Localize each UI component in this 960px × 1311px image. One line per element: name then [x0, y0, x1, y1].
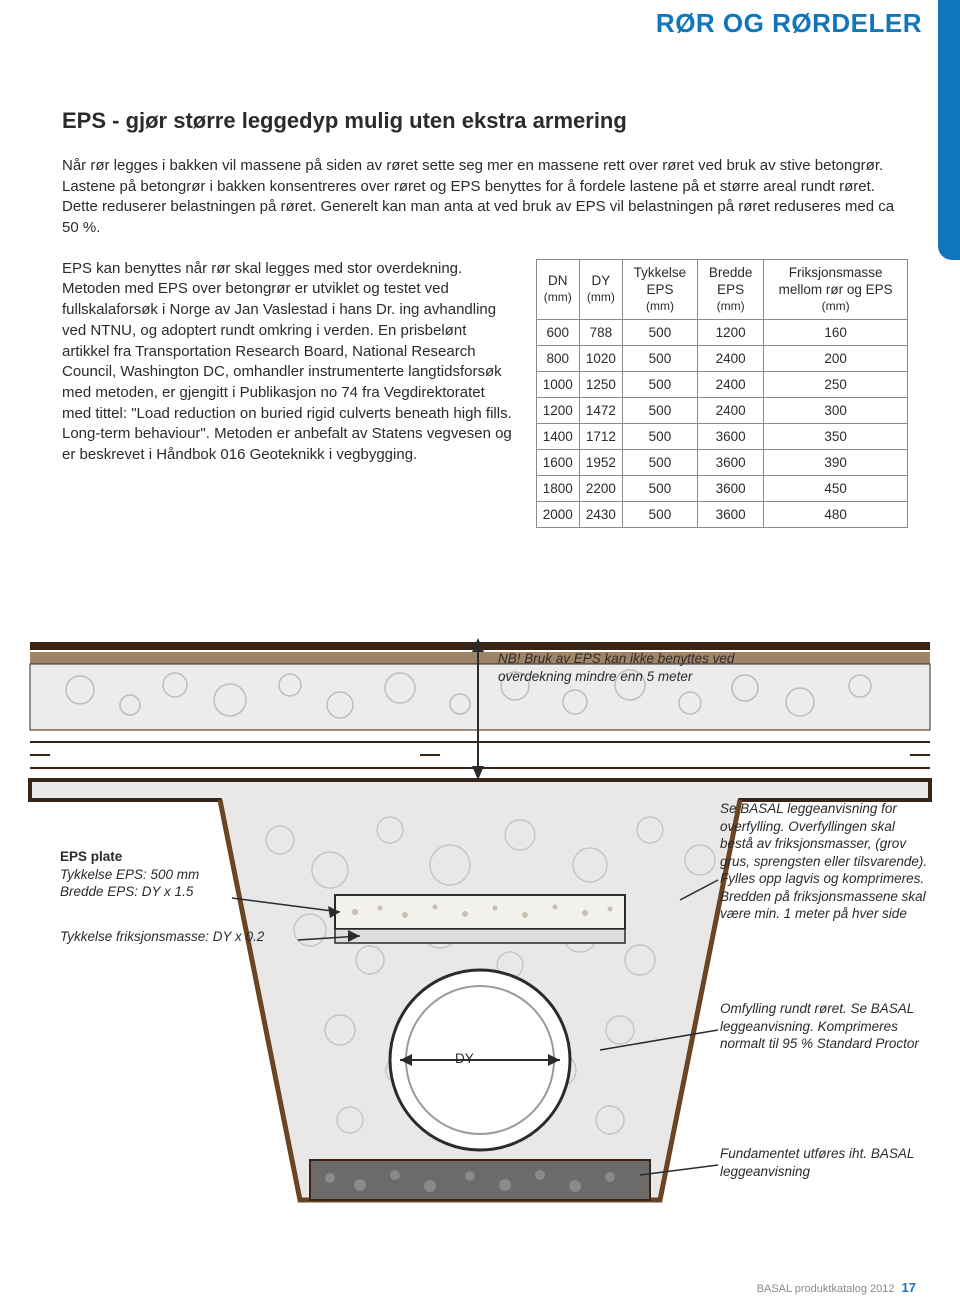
table-header: Friksjonsmasse mellom rør og EPS(mm): [764, 259, 908, 319]
table-cell: 390: [764, 449, 908, 475]
table-cell: 1250: [579, 371, 622, 397]
eps-width-label: Bredde EPS: DY x 1.5: [60, 883, 290, 901]
table-cell: 3600: [698, 475, 764, 501]
table-cell: 600: [536, 319, 579, 345]
table-cell: 800: [536, 345, 579, 371]
table-cell: 1400: [536, 423, 579, 449]
table-cell: 1472: [579, 397, 622, 423]
table-cell: 200: [764, 345, 908, 371]
eps-plate-title: EPS plate: [60, 848, 290, 866]
table-cell: 500: [622, 371, 697, 397]
section-title: EPS - gjør større leggedyp mulig uten ek…: [62, 108, 908, 134]
diagram-note-top: NB! Bruk av EPS kan ikke benyttes ved ov…: [498, 650, 748, 685]
eps-table: DN(mm)DY(mm)Tykkelse EPS(mm)Bredde EPS(m…: [536, 259, 908, 528]
table-cell: 160: [764, 319, 908, 345]
table-cell: 1712: [579, 423, 622, 449]
page-number: 17: [902, 1280, 916, 1295]
table-cell: 2400: [698, 371, 764, 397]
table-cell: 788: [579, 319, 622, 345]
eps-thickness-label: Tykkelse EPS: 500 mm: [60, 866, 290, 884]
side-tab: [938, 0, 960, 260]
table-cell: 250: [764, 371, 908, 397]
table-cell: 500: [622, 397, 697, 423]
table-cell: 1952: [579, 449, 622, 475]
table-row: 120014725002400300: [536, 397, 907, 423]
overfill-annotation: Se BASAL leggeanvisning for overfylling.…: [720, 800, 930, 923]
table-cell: 1000: [536, 371, 579, 397]
cross-section-diagram: NB! Bruk av EPS kan ikke benyttes ved ov…: [0, 630, 960, 1270]
body-paragraph: EPS kan benyttes når rør skal legges med…: [62, 259, 512, 466]
table-cell: 500: [622, 319, 697, 345]
table-cell: 450: [764, 475, 908, 501]
table-header: Tykkelse EPS(mm): [622, 259, 697, 319]
table-cell: 2400: [698, 345, 764, 371]
foundation-annotation: Fundamentet utføres iht. BASAL leggeanvi…: [720, 1145, 930, 1180]
table-cell: 3600: [698, 501, 764, 527]
intro-paragraph: Når rør legges i bakken vil massene på s…: [62, 156, 908, 239]
table-cell: 2430: [579, 501, 622, 527]
table-cell: 2200: [579, 475, 622, 501]
table-cell: 500: [622, 345, 697, 371]
table-cell: 500: [622, 501, 697, 527]
table-cell: 500: [622, 475, 697, 501]
table-cell: 2400: [698, 397, 764, 423]
table-cell: 350: [764, 423, 908, 449]
dy-label: DY: [455, 1050, 474, 1068]
table-header: Bredde EPS(mm): [698, 259, 764, 319]
table-row: 140017125003600350: [536, 423, 907, 449]
table-cell: 1200: [698, 319, 764, 345]
friction-mass-label: Tykkelse friksjonsmasse: DY x 0.2: [60, 928, 320, 946]
table-row: 100012505002400250: [536, 371, 907, 397]
table-cell: 3600: [698, 423, 764, 449]
surround-annotation: Omfylling rundt røret. Se BASAL leggeanv…: [720, 1000, 930, 1053]
table-row: 180022005003600450: [536, 475, 907, 501]
table-row: 160019525003600390: [536, 449, 907, 475]
table-cell: 1020: [579, 345, 622, 371]
table-cell: 1600: [536, 449, 579, 475]
table-row: 6007885001200160: [536, 319, 907, 345]
table-cell: 1200: [536, 397, 579, 423]
table-cell: 3600: [698, 449, 764, 475]
table-cell: 2000: [536, 501, 579, 527]
table-header: DY(mm): [579, 259, 622, 319]
table-cell: 500: [622, 423, 697, 449]
table-header: DN(mm): [536, 259, 579, 319]
table-cell: 500: [622, 449, 697, 475]
table-cell: 1800: [536, 475, 579, 501]
table-row: 200024305003600480: [536, 501, 907, 527]
footer: BASAL produktkatalog 2012 17: [757, 1280, 916, 1295]
table-cell: 300: [764, 397, 908, 423]
table-cell: 480: [764, 501, 908, 527]
page-category: RØR OG RØRDELER: [656, 8, 922, 39]
table-row: 80010205002400200: [536, 345, 907, 371]
footer-text: BASAL produktkatalog 2012: [757, 1283, 895, 1295]
